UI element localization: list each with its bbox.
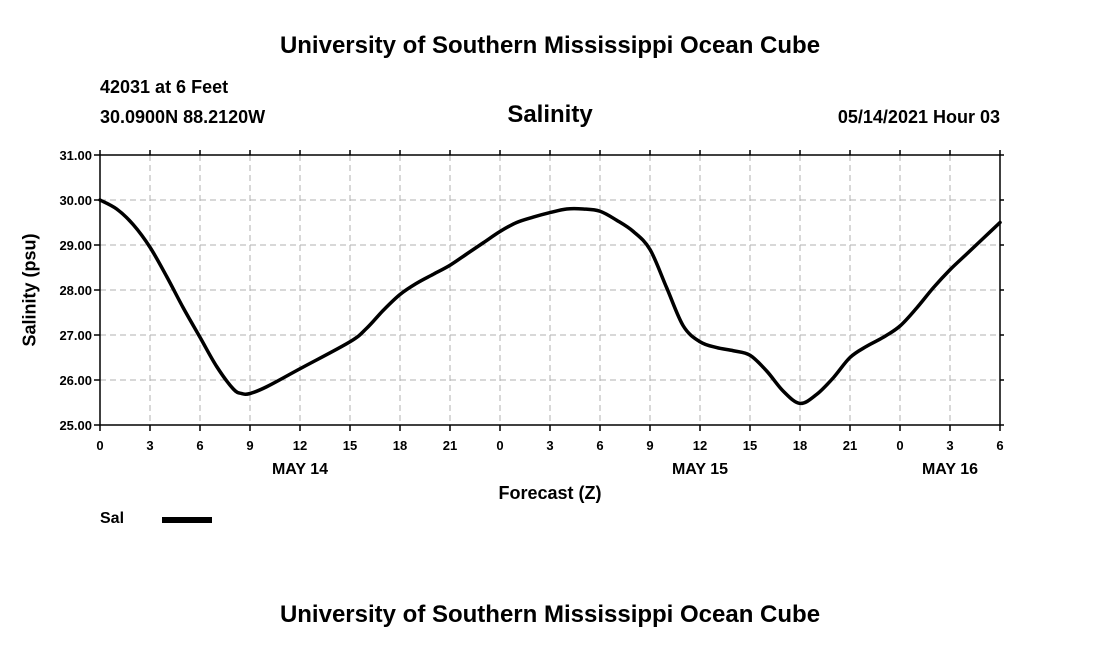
x-tick-label: 18 (393, 438, 407, 453)
y-tick-label: 26.00 (59, 373, 92, 388)
axis-layer: 25.00 26.00 27.00 28.00 29.00 30.00 31.00 0 3 6 9 1… (59, 148, 1004, 478)
y-tick-label: 25.00 (59, 418, 92, 433)
x-tick-label: 6 (196, 438, 203, 453)
x-tick-label: 21 (443, 438, 457, 453)
y-tick-label: 29.00 (59, 238, 92, 253)
y-tick-label: 27.00 (59, 328, 92, 343)
legend-swatch (162, 517, 212, 523)
x-tick-label: 18 (793, 438, 807, 453)
x-tick-label: 12 (293, 438, 307, 453)
series-line-sal (98, 198, 1002, 406)
x-tick-label: 6 (996, 438, 1003, 453)
x-tick-label: 15 (743, 438, 757, 453)
coordinates-label: 30.0900N 88.2120W (100, 107, 266, 127)
grid-layer (100, 155, 1000, 425)
date-label: MAY 15 (672, 461, 728, 478)
x-tick-label: 12 (693, 438, 707, 453)
x-tick-label: 3 (946, 438, 953, 453)
y-tick-label: 30.00 (59, 193, 92, 208)
x-tick-label: 3 (546, 438, 553, 453)
date-label: MAY 14 (272, 461, 328, 478)
legend-label: Sal (100, 510, 125, 527)
run-time-label: 05/14/2021 Hour 03 (837, 107, 1000, 127)
x-tick-label: 0 (896, 438, 903, 453)
series-layer (98, 198, 1002, 406)
x-tick-label: 9 (646, 438, 653, 453)
x-tick-label: 3 (146, 438, 153, 453)
date-label: MAY 16 (922, 461, 978, 478)
x-axis-label: Forecast (Z) (498, 483, 602, 503)
y-tick-label: 28.00 (59, 283, 92, 298)
x-tick-label: 21 (843, 438, 857, 453)
chart-title: Salinity (507, 101, 593, 128)
y-axis-label: Salinity (psu) (19, 233, 40, 347)
x-tick-label: 9 (246, 438, 253, 453)
station-label: 42031 at 6 Feet (100, 77, 229, 97)
x-tick-label: 15 (343, 438, 357, 453)
x-tick-label: 0 (96, 438, 103, 453)
page-title-top: University of Southern Mississippi Ocean… (279, 32, 821, 59)
page-title-bottom: University of Southern Mississippi Ocean… (279, 601, 821, 628)
x-tick-label: 6 (596, 438, 603, 453)
y-tick-label: 31.00 (59, 148, 92, 163)
x-tick-label: 0 (496, 438, 503, 453)
